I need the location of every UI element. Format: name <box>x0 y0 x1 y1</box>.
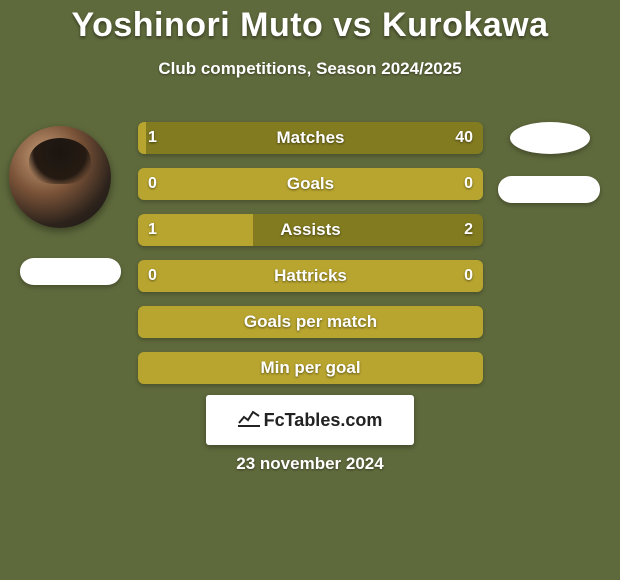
stat-label: Goals <box>138 168 483 200</box>
subtitle: Club competitions, Season 2024/2025 <box>0 59 620 79</box>
stat-label: Assists <box>138 214 483 246</box>
stat-row-assists: 12Assists <box>138 214 483 246</box>
comparison-infographic: Yoshinori Muto vs Kurokawa Club competit… <box>0 0 620 580</box>
stat-row-goals: 00Goals <box>138 168 483 200</box>
date-text: 23 november 2024 <box>0 454 620 474</box>
comparison-bars: 140Matches 00Goals 12Assists 00Hattricks Goa… <box>138 122 483 398</box>
stat-row-matches: 140Matches <box>138 122 483 154</box>
source-logo-text: FcTables.com <box>264 410 383 431</box>
stat-row-min-per-goal: Min per goal <box>138 352 483 384</box>
player-left-avatar <box>9 126 111 228</box>
stat-label: Hattricks <box>138 260 483 292</box>
stat-label: Matches <box>138 122 483 154</box>
page-title: Yoshinori Muto vs Kurokawa <box>0 0 620 45</box>
player-right-avatar-placeholder <box>510 122 590 154</box>
stat-row-hattricks: 00Hattricks <box>138 260 483 292</box>
player-left-name-badge <box>20 258 121 285</box>
stat-label: Min per goal <box>138 352 483 384</box>
player-right-name-badge <box>498 176 600 203</box>
stat-row-goals-per-match: Goals per match <box>138 306 483 338</box>
stat-label: Goals per match <box>138 306 483 338</box>
source-logo: FcTables.com <box>206 395 414 445</box>
chart-icon <box>238 409 260 432</box>
